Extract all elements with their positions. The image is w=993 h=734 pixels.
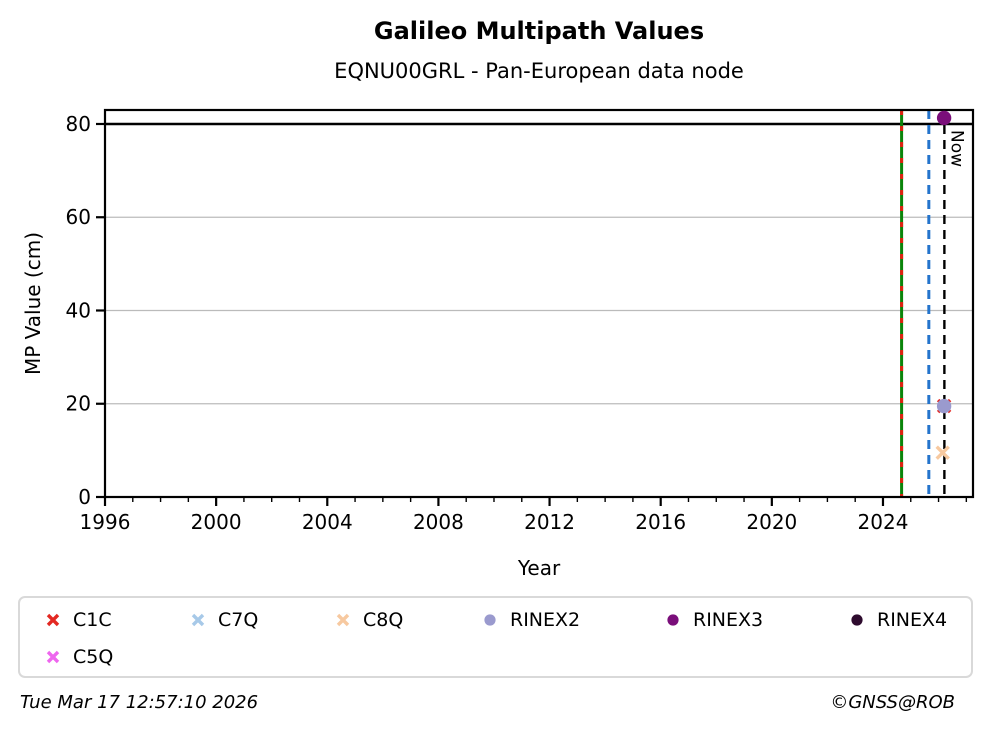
circle-marker-icon bbox=[667, 614, 679, 626]
legend-label-rinex4: RINEX4 bbox=[877, 609, 948, 631]
x-marker-icon bbox=[46, 613, 60, 627]
x-marker-icon bbox=[336, 613, 350, 627]
x-tick-label: 2012 bbox=[524, 510, 575, 534]
y-tick-label: 20 bbox=[66, 392, 91, 416]
legend-label-rinex3: RINEX3 bbox=[693, 609, 764, 631]
y-tick-label: 40 bbox=[66, 298, 91, 322]
plot-border bbox=[103, 108, 975, 499]
chart-title: Galileo Multipath Values bbox=[373, 17, 705, 45]
legend: C1C C7Q C8Q RINEX2 RINEX3 RINEX4 C5Q bbox=[18, 596, 973, 678]
legend-label-rinex2: RINEX2 bbox=[510, 609, 581, 631]
footer-timestamp: Tue Mar 17 12:57:10 2026 bbox=[20, 692, 259, 713]
legend-label-c7q: C7Q bbox=[218, 609, 259, 631]
x-marker-icon bbox=[46, 650, 60, 664]
x-axis-label: Year bbox=[517, 556, 561, 580]
circle-marker-icon bbox=[851, 614, 863, 626]
circle-marker-icon bbox=[484, 614, 496, 626]
legend-item-c1c: C1C bbox=[45, 608, 112, 632]
x-tick-label: 2024 bbox=[858, 510, 909, 534]
footer-copyright: ©GNSS@ROB bbox=[830, 692, 955, 713]
y-tick-label: 0 bbox=[78, 485, 91, 509]
legend-item-c8q: C8Q bbox=[335, 608, 403, 632]
y-axis-label: MP Value (cm) bbox=[21, 232, 45, 375]
legend-item-rinex3: RINEX3 bbox=[665, 608, 763, 632]
legend-item-c7q: C7Q bbox=[190, 608, 258, 632]
x-marker-icon bbox=[191, 613, 205, 627]
x-tick-label: 2016 bbox=[635, 510, 686, 534]
y-tick-label: 80 bbox=[66, 112, 91, 136]
point-c8q-x-icon bbox=[935, 445, 950, 460]
legend-item-c5q: C5Q bbox=[45, 645, 113, 669]
point-rinex2-circle-icon bbox=[936, 398, 952, 414]
legend-label-c5q: C5Q bbox=[73, 646, 114, 668]
legend-item-rinex4: RINEX4 bbox=[849, 608, 947, 632]
x-tick-label: 2020 bbox=[746, 510, 797, 534]
plot-canvas: Now 0 20 40 60 80 1996 2000 2004 2008 2012 2016 2020… bbox=[21, 108, 975, 580]
y-tick-label: 60 bbox=[66, 205, 91, 229]
chart-subtitle: EQNU00GRL - Pan-European data node bbox=[334, 59, 744, 83]
x-tick-label: 2008 bbox=[413, 510, 464, 534]
now-label: Now bbox=[946, 130, 966, 167]
x-tick-label: 2000 bbox=[191, 510, 242, 534]
legend-item-rinex2: RINEX2 bbox=[482, 608, 580, 632]
x-tick-label: 2004 bbox=[302, 510, 353, 534]
point-rinex3-circle-icon bbox=[936, 110, 952, 126]
legend-label-c8q: C8Q bbox=[363, 609, 404, 631]
legend-label-c1c: C1C bbox=[73, 609, 112, 631]
x-tick-label: 1996 bbox=[80, 510, 131, 534]
